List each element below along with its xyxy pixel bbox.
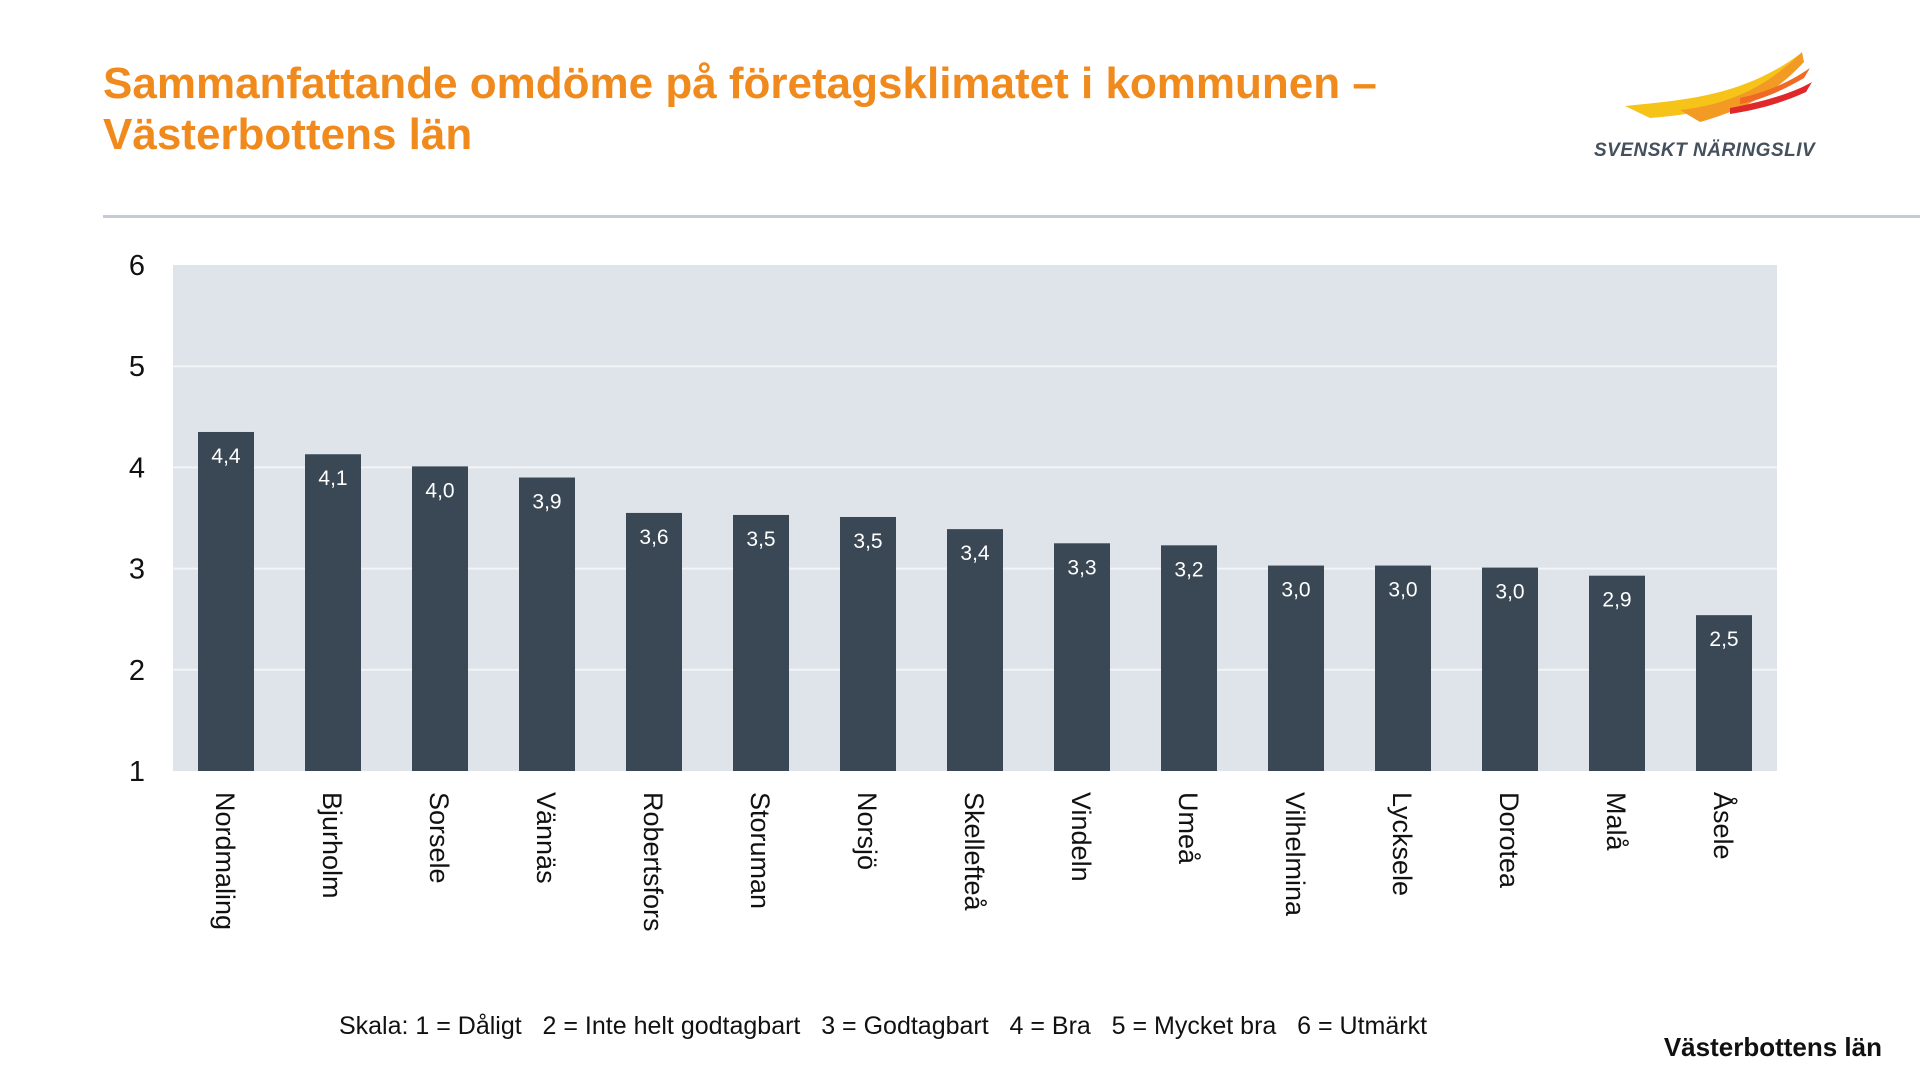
svenskt-naringsliv-logo: SVENSKT NÄRINGSLIV (1590, 48, 1830, 164)
bar (412, 466, 468, 771)
x-tick-label: Malå (1601, 792, 1631, 852)
bar (1054, 543, 1110, 771)
y-tick-label: 4 (129, 452, 145, 484)
bar (1268, 565, 1324, 771)
region-label: Västerbottens län (1663, 1032, 1882, 1062)
x-tick-label: Storuman (745, 792, 775, 909)
data-label: 3,2 (1174, 558, 1203, 581)
bar (733, 514, 789, 771)
bar (840, 516, 896, 771)
title-line-1: Sammanfattande omdöme på företagsklimate… (103, 59, 1377, 108)
x-tick-label: Robertsfors (638, 792, 668, 932)
data-label: 3,6 (639, 526, 668, 549)
x-tick-label: Sorsele (424, 792, 454, 884)
x-tick-label: Umeå (1173, 792, 1203, 865)
data-label: 4,1 (318, 467, 347, 490)
x-tick-label: Vilhelmina (1280, 792, 1310, 917)
data-label: 3,3 (1067, 556, 1096, 579)
bar (1161, 545, 1217, 771)
x-tick-label: Lycksele (1387, 792, 1417, 896)
data-label: 3,5 (746, 528, 775, 551)
bar-chart: 1 2 3 4 5 6 4,4 Nordmaling 4,1 Bjurholm 4,0 Sorsele… (129, 250, 1777, 932)
data-label: 4,0 (425, 479, 454, 502)
data-label: 3,0 (1495, 581, 1524, 604)
x-tick-label: Nordmaling (210, 792, 240, 930)
data-label: 3,0 (1281, 579, 1310, 602)
bar (305, 454, 361, 771)
y-tick-label: 3 (129, 554, 145, 586)
bar (1375, 565, 1431, 771)
x-tick-label: Dorotea (1494, 792, 1524, 889)
data-label: 3,5 (853, 530, 882, 553)
bird-wing-icon (1625, 52, 1812, 122)
data-label: 3,4 (960, 542, 990, 565)
bar (1696, 615, 1752, 771)
data-label: 4,4 (211, 445, 241, 468)
x-tick-label: Skellefteå (959, 792, 989, 912)
x-tick-label: Norsjö (852, 792, 882, 870)
header-divider (103, 215, 1920, 218)
data-label: 3,9 (532, 491, 561, 514)
x-tick-label: Vännäs (531, 792, 561, 884)
bar (947, 529, 1003, 771)
x-tick-label: Bjurholm (317, 792, 347, 899)
x-tick-label: Åsele (1708, 792, 1739, 860)
data-label: 2,5 (1709, 628, 1738, 651)
y-tick-label: 1 (129, 756, 145, 788)
bar (1589, 575, 1645, 771)
bar (198, 431, 254, 771)
scale-legend: Skala: 1 = Dåligt 2 = Inte helt godtagba… (338, 1012, 1428, 1040)
page-title: Sammanfattande omdöme på företagsklimate… (103, 58, 1377, 160)
bar (519, 477, 575, 771)
x-tick-label: Vindeln (1066, 792, 1096, 882)
title-line-2: Västerbottens län (103, 110, 473, 159)
data-label: 2,9 (1602, 589, 1631, 612)
bar (1482, 567, 1538, 771)
logo-text: SVENSKT NÄRINGSLIV (1594, 140, 1816, 161)
data-label: 3,0 (1388, 579, 1417, 602)
y-tick-label: 5 (129, 351, 145, 383)
y-tick-label: 2 (129, 655, 145, 687)
bar (626, 512, 682, 771)
y-tick-label: 6 (129, 250, 145, 282)
